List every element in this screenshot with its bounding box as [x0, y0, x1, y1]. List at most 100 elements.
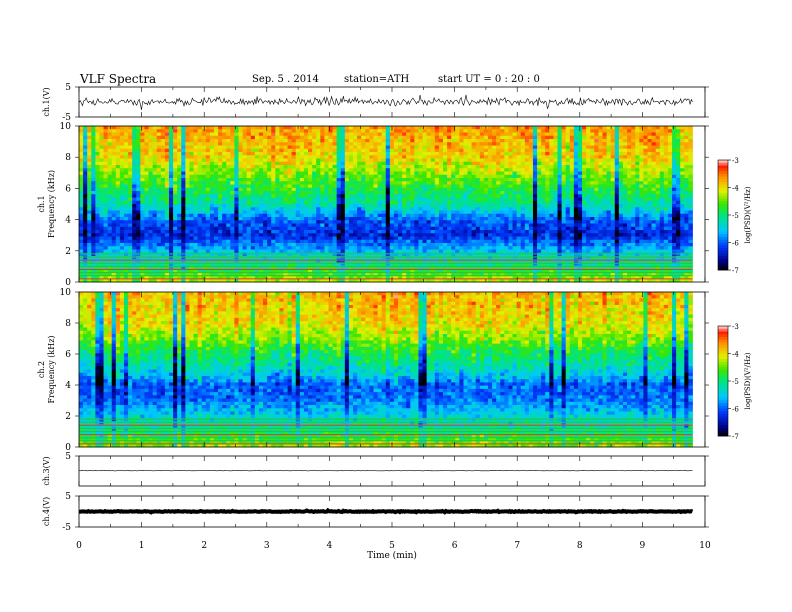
spectrogram-cell — [520, 148, 526, 153]
spectrogram-cell — [532, 126, 538, 130]
spectrogram-cell — [610, 194, 616, 198]
spectrogram-cell — [115, 178, 121, 182]
spectrogram-cell — [463, 161, 468, 166]
spectrogram-cell — [357, 204, 362, 208]
spectrogram-cell — [168, 161, 174, 166]
spectrogram-cell — [164, 210, 170, 215]
spectrogram-cell — [524, 191, 530, 195]
spectrogram-cell — [87, 184, 92, 189]
spectrogram-cell — [107, 155, 113, 159]
spectrogram-cell — [373, 148, 378, 153]
spectrogram-cell — [528, 178, 534, 182]
spectrogram-cell — [553, 230, 558, 234]
spectrogram-cell — [422, 230, 428, 234]
spectrogram-cell — [561, 210, 567, 215]
spectrogram-cell — [438, 178, 444, 182]
spectrogram-cell — [95, 142, 100, 146]
spectrogram-cell — [627, 181, 632, 185]
spectrogram-cell — [91, 194, 96, 198]
spectrogram-cell — [406, 142, 411, 146]
spectrogram-cell — [115, 181, 121, 185]
spectrogram-cell — [340, 165, 346, 169]
spectrogram-cell — [185, 126, 190, 130]
spectrogram-cell — [181, 220, 186, 224]
spectrogram-cell — [287, 191, 293, 195]
spectrogram-cell — [680, 200, 685, 205]
spectrogram-cell — [479, 178, 485, 182]
spectrogram-cell — [279, 165, 284, 169]
spectrogram-cell — [99, 223, 104, 228]
spectrogram-cell — [136, 184, 141, 189]
spectrogram-cell — [324, 223, 329, 228]
spectrogram-cell — [336, 181, 342, 185]
spectrogram-cell — [271, 142, 276, 146]
spectrogram-cell — [496, 174, 501, 179]
spectrogram-cell — [688, 129, 693, 133]
spectrogram-cell — [205, 200, 211, 205]
spectrogram-cell — [209, 174, 215, 179]
spectrogram-cell — [520, 142, 526, 146]
spectrogram-cell — [119, 165, 125, 169]
spectrogram-cell — [83, 155, 88, 159]
spectrogram-cell — [528, 165, 534, 169]
spectrogram-cell — [479, 152, 485, 156]
spectrogram-cell — [443, 194, 448, 198]
spectrogram-cell — [193, 142, 199, 146]
spectrogram-cell — [414, 204, 419, 208]
spectrogram-cell — [99, 194, 104, 198]
spectrogram-cell — [385, 148, 391, 153]
spectrogram-cell — [463, 226, 468, 231]
spectrogram-cell — [402, 142, 407, 146]
spectrogram-cell — [455, 200, 460, 205]
spectrogram-cell — [279, 145, 284, 150]
spectrogram-cell — [663, 181, 669, 185]
spectrogram-cell — [254, 132, 260, 137]
spectrogram-cell — [353, 210, 358, 215]
spectrogram-cell — [586, 181, 591, 185]
spectrogram-cell — [627, 207, 632, 211]
spectrogram-cell — [541, 217, 546, 221]
spectrogram-cell — [614, 165, 620, 169]
spectrogram-cell — [181, 184, 186, 189]
spectrogram-cell — [545, 191, 550, 195]
spectrogram-cell — [308, 223, 313, 228]
spectrogram-cell — [639, 171, 644, 176]
spectrogram-cell — [254, 165, 260, 169]
spectrogram-cell — [222, 132, 227, 137]
spectrogram-cell — [320, 142, 325, 146]
spectrogram-cell — [553, 217, 558, 221]
spectrogram-cell — [385, 184, 391, 189]
spectrogram-cell — [87, 194, 92, 198]
spectrogram-cell — [87, 197, 92, 202]
spectrogram-cell — [590, 165, 595, 169]
spectrogram-cell — [128, 168, 133, 172]
spectrogram-cell — [316, 181, 321, 185]
spectrogram-cell — [688, 174, 693, 179]
spectrogram-cell — [193, 171, 199, 176]
spectrogram-cell — [287, 217, 293, 221]
spectrogram-cell — [541, 158, 546, 163]
spectrogram-cell — [91, 197, 96, 202]
spectrogram-cell — [385, 161, 391, 166]
spectrogram-cell — [487, 191, 493, 195]
spectrogram-cell — [336, 161, 342, 166]
spectrogram-cell — [336, 142, 342, 146]
spectrogram-cell — [594, 171, 599, 176]
spectrogram-cell — [614, 197, 620, 202]
spectrogram-cell — [393, 181, 399, 185]
spectrogram-cell — [152, 161, 158, 166]
spectrogram-cell — [524, 171, 530, 176]
spectrogram-cell — [655, 226, 661, 231]
spectrogram-cell — [308, 161, 313, 166]
spectrogram-cell — [226, 132, 231, 137]
spectrogram-cell — [385, 132, 391, 137]
spectrogram-cell — [577, 230, 583, 234]
spectrogram-cell — [532, 145, 538, 150]
spectrogram-cell — [443, 142, 448, 146]
spectrogram-cell — [684, 194, 689, 198]
spectrogram-cell — [512, 126, 518, 130]
spectrogram-cell — [557, 213, 562, 218]
spectrogram-cell — [483, 226, 489, 231]
spectrogram-cell — [193, 230, 199, 234]
spectrogram-cell — [528, 161, 534, 166]
